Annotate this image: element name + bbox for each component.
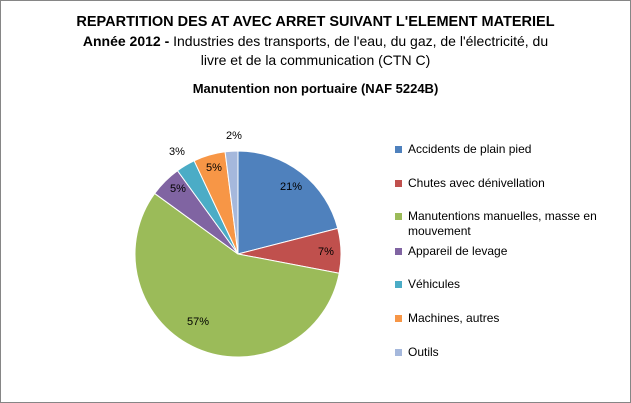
data-label: 57% — [187, 316, 209, 328]
legend-swatch — [395, 213, 402, 220]
legend-label: Accidents de plain pied — [408, 142, 532, 156]
legend-label: Véhicules — [408, 277, 461, 291]
legend-label: Manutentions manuelles, masse en mouveme… — [408, 209, 597, 238]
title-line-3: livre et de la communication (CTN C) — [200, 52, 431, 68]
legend-swatch — [395, 315, 402, 322]
data-label: 3% — [169, 146, 185, 158]
chart-title: REPARTITION DES AT AVEC ARRET SUIVANT L'… — [0, 12, 631, 70]
data-label: 5% — [206, 162, 222, 174]
title-line-1: REPARTITION DES AT AVEC ARRET SUIVANT L'… — [76, 14, 555, 30]
legend-swatch — [395, 248, 402, 255]
legend-label: Appareil de levage — [408, 244, 508, 258]
title-line-2-rest: Industries des transports, de l'eau, du … — [169, 33, 549, 49]
legend-label: Machines, autres — [408, 311, 500, 325]
legend-swatch — [395, 349, 402, 356]
data-label: 7% — [318, 246, 334, 258]
pie-slice — [224, 150, 239, 255]
title-line-2: Année 2012 - Industries des transports, … — [0, 32, 631, 51]
title-year: Année 2012 - — [82, 33, 170, 49]
pie-data-labels: 21% 7% 57% 5% 3% 5% 2% — [169, 130, 334, 328]
pie-slices — [134, 150, 342, 358]
legend-swatch — [395, 146, 402, 153]
data-label: 21% — [280, 181, 302, 193]
legend-label: Outils — [408, 345, 439, 359]
data-label: 2% — [226, 130, 242, 142]
chart-subtitle: Manutention non portuaire (NAF 5224B) — [192, 81, 439, 96]
pie-slice — [237, 150, 339, 255]
data-label: 5% — [170, 183, 186, 195]
legend-swatch — [395, 281, 402, 288]
pie-slice — [134, 192, 340, 358]
legend-swatch — [395, 180, 402, 187]
legend-label: Chutes avec dénivellation — [408, 176, 545, 190]
